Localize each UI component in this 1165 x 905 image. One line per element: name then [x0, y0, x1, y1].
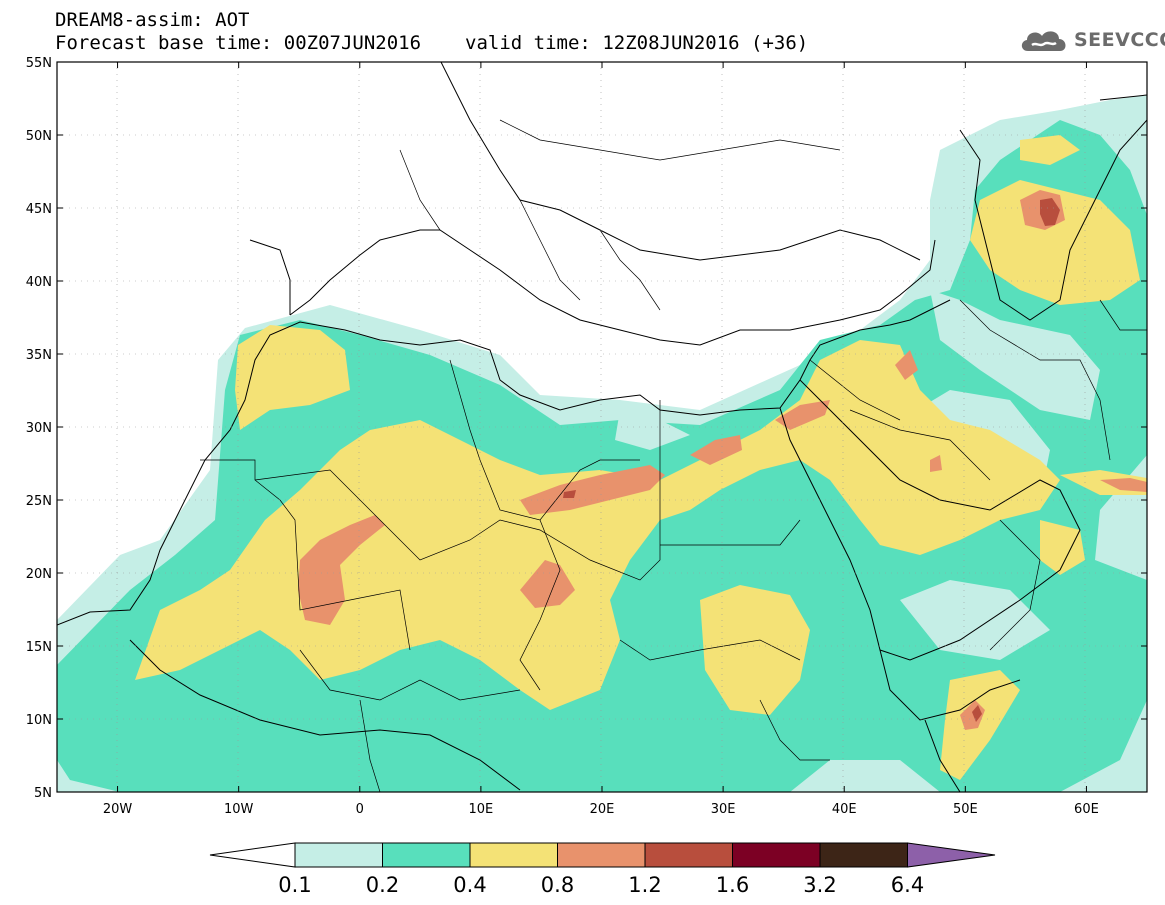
- lat-tick-label: 35N: [26, 348, 52, 363]
- lat-tick-label: 40N: [26, 275, 52, 290]
- valid-time: valid time: 12Z08JUN2016 (+36): [465, 32, 809, 54]
- colorbar-label: 0.4: [453, 873, 486, 897]
- colorbar-swatch: [644, 842, 733, 868]
- cloud-icon: [1021, 31, 1066, 51]
- seevccc-logo: SEEVCCC: [1018, 25, 1165, 55]
- chart-title: DREAM8-assim: AOT: [55, 9, 250, 31]
- lon-tick-label: 10W: [224, 802, 254, 817]
- aot-level-0.4: [135, 135, 1147, 780]
- colorbar-swatch: [382, 842, 471, 868]
- lat-tick-label: 30N: [26, 421, 52, 436]
- country-borders: [200, 119, 1147, 792]
- colorbar-label: 0.8: [541, 873, 574, 897]
- colorbar-label: 0.2: [366, 873, 399, 897]
- base-time: Forecast base time: 00Z07JUN2016: [55, 32, 422, 54]
- colorbar-label: 1.6: [716, 873, 749, 897]
- lat-tick-label: 20N: [26, 567, 52, 582]
- lat-axis: 55N 50N 45N 40N 35N 30N 25N 20N 15N 10N 5N: [26, 56, 1147, 801]
- colorbar-swatch: [732, 842, 821, 868]
- aot-level-0.8: [298, 190, 1147, 730]
- colorbar-label: 0.1: [278, 873, 311, 897]
- chart-subtitle: Forecast base time: 00Z07JUN2016 valid ti…: [55, 33, 808, 53]
- lon-tick-label: 40E: [832, 802, 857, 817]
- lon-axis: 20W 10W 0 10E 20E 30E 40E 50E 60E: [103, 62, 1099, 817]
- lon-tick-label: 50E: [953, 802, 978, 817]
- colorbar-swatch: [469, 842, 558, 868]
- coastlines: [57, 62, 1147, 792]
- lat-tick-label: 15N: [26, 640, 52, 655]
- lon-tick-label: 30E: [711, 802, 736, 817]
- lat-tick-label: 55N: [26, 56, 52, 71]
- lat-tick-label: 25N: [26, 494, 52, 509]
- colorbar-label: 6.4: [891, 873, 924, 897]
- lat-tick-label: 5N: [34, 786, 52, 801]
- lat-tick-label: 45N: [26, 202, 52, 217]
- colorbar-swatch: [557, 842, 646, 868]
- lon-tick-label: 20E: [590, 802, 615, 817]
- lat-tick-label: 10N: [26, 713, 52, 728]
- colorbar-label: 3.2: [803, 873, 836, 897]
- lat-tick-label: 50N: [26, 129, 52, 144]
- colorbar-under-triangle: [209, 842, 296, 868]
- colorbar-over-triangle: [907, 842, 996, 868]
- lon-tick-label: 0: [356, 802, 364, 817]
- lon-tick-label: 60E: [1074, 802, 1099, 817]
- aot-level-1.2: [563, 198, 1060, 722]
- lon-tick-label: 20W: [103, 802, 133, 817]
- colorbar-swatch: [819, 842, 908, 868]
- colorbar-label: 1.2: [628, 873, 661, 897]
- colorbar-swatch: [294, 842, 383, 868]
- logo-text: SEEVCCC: [1074, 29, 1165, 51]
- lon-tick-label: 10E: [469, 802, 494, 817]
